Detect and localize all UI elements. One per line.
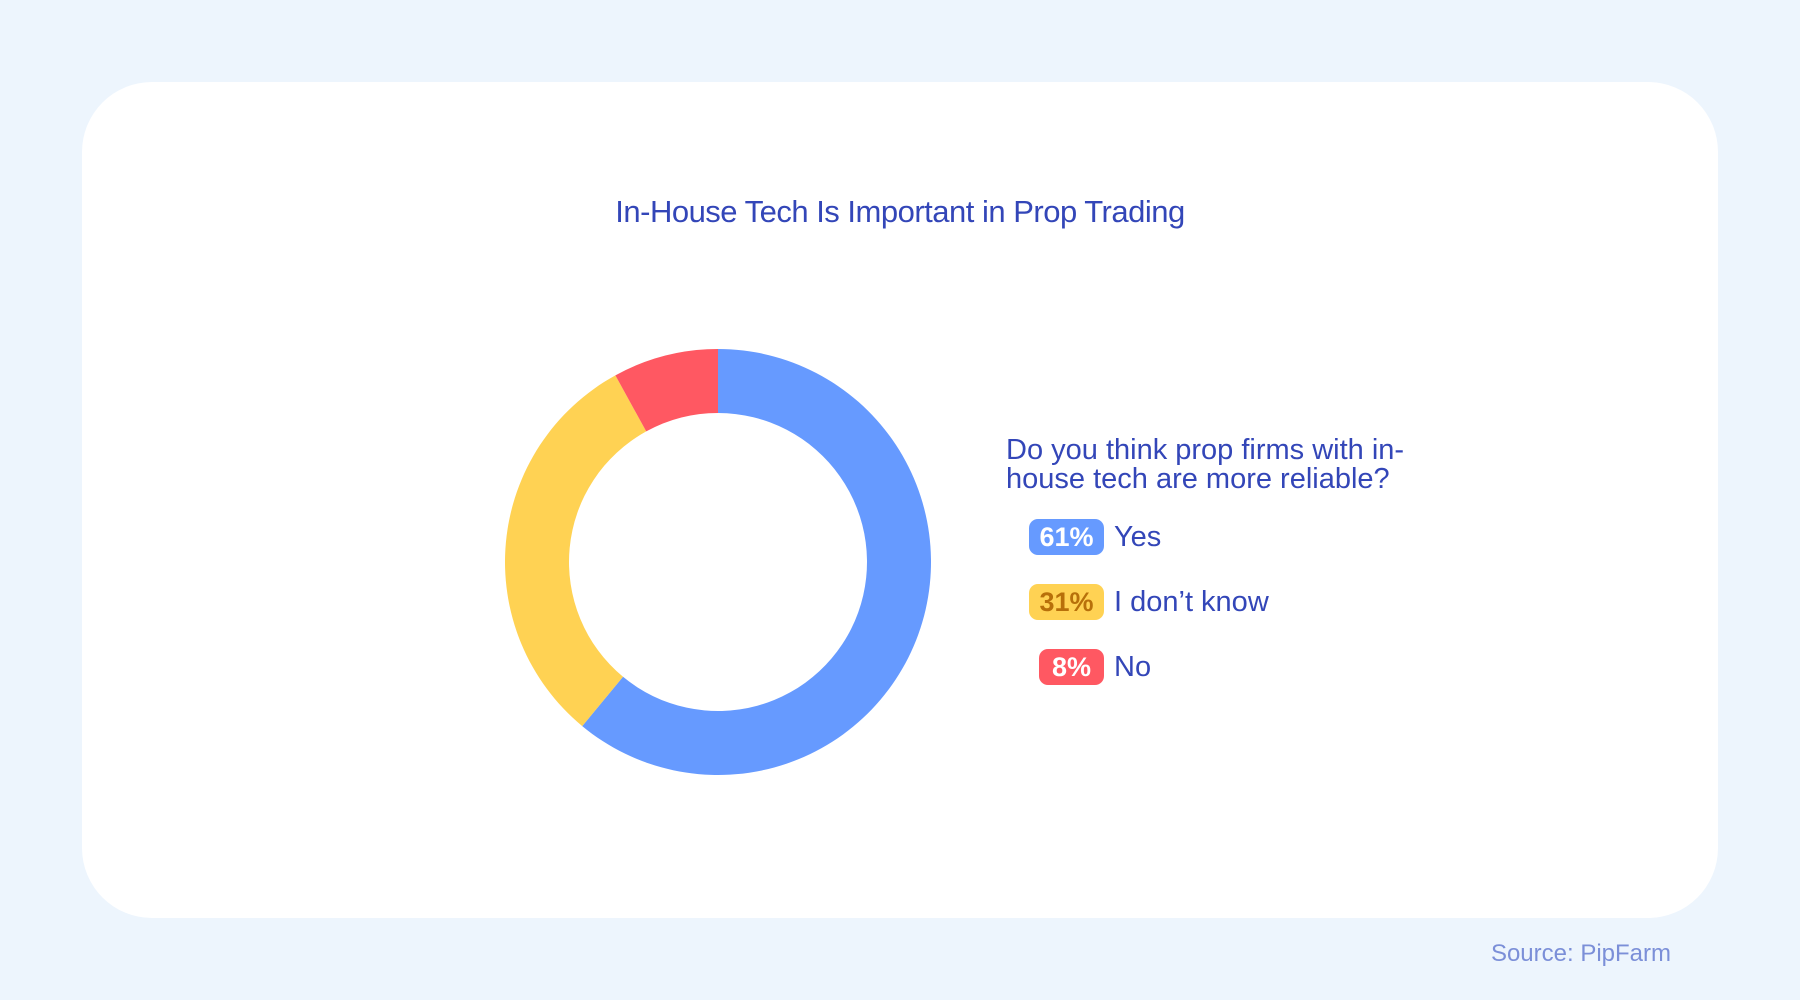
donut-slice-yes bbox=[582, 349, 931, 776]
legend-item-no: 8% No bbox=[1000, 649, 1151, 685]
legend-item-dont-know: 31% I don’t know bbox=[1000, 584, 1269, 620]
legend-item-yes: 61% Yes bbox=[1000, 519, 1161, 555]
source-note: Source: PipFarm bbox=[1490, 940, 1671, 967]
donut-slice-i-don-t-know bbox=[505, 375, 647, 727]
legend-badge-yes: 61% bbox=[1029, 519, 1104, 555]
legend-question: Do you think prop firms with in-house te… bbox=[1006, 434, 1405, 495]
legend-label-no: No bbox=[1114, 651, 1152, 683]
chart-title: In-House Tech Is Important in Prop Tradi… bbox=[615, 194, 1185, 229]
legend-badge-no: 8% bbox=[1039, 649, 1104, 685]
legend-badge-dont-know: 31% bbox=[1029, 584, 1104, 620]
legend-label-yes: Yes bbox=[1114, 521, 1162, 553]
legend-label-dont-know: I don’t know bbox=[1114, 586, 1269, 618]
donut-slice-no bbox=[615, 349, 718, 432]
